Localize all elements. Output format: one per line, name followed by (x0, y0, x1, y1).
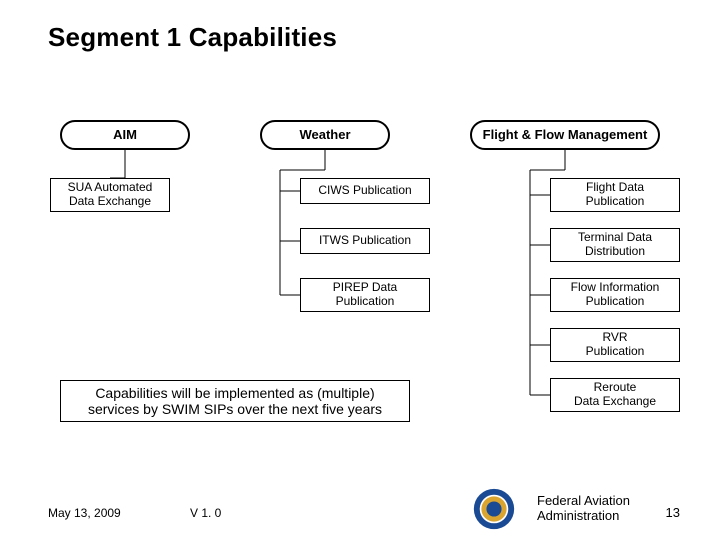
weather-child-0: CIWS Publication (300, 178, 430, 204)
header-weather: Weather (260, 120, 390, 150)
footer-page: 13 (666, 505, 680, 520)
ffm-child-0: Flight DataPublication (550, 178, 680, 212)
weather-child-2: PIREP DataPublication (300, 278, 430, 312)
page-title: Segment 1 Capabilities (48, 22, 337, 53)
header-ffm: Flight & Flow Management (470, 120, 660, 150)
ffm-child-3: RVRPublication (550, 328, 680, 362)
footer-version: V 1. 0 (190, 506, 221, 520)
weather-child-1: ITWS Publication (300, 228, 430, 254)
implementation-note: Capabilities will be implemented as (mul… (60, 380, 410, 422)
ffm-child-1: Terminal DataDistribution (550, 228, 680, 262)
slide: Segment 1 Capabilities AIM Weather Fligh… (0, 0, 720, 540)
connector-lines (0, 0, 720, 540)
ffm-child-4: RerouteData Exchange (550, 378, 680, 412)
footer-org: Federal AviationAdministration (537, 494, 630, 524)
ffm-child-2: Flow InformationPublication (550, 278, 680, 312)
footer-date: May 13, 2009 (48, 506, 121, 520)
faa-seal-icon (473, 488, 515, 530)
aim-child-0: SUA AutomatedData Exchange (50, 178, 170, 212)
header-aim: AIM (60, 120, 190, 150)
